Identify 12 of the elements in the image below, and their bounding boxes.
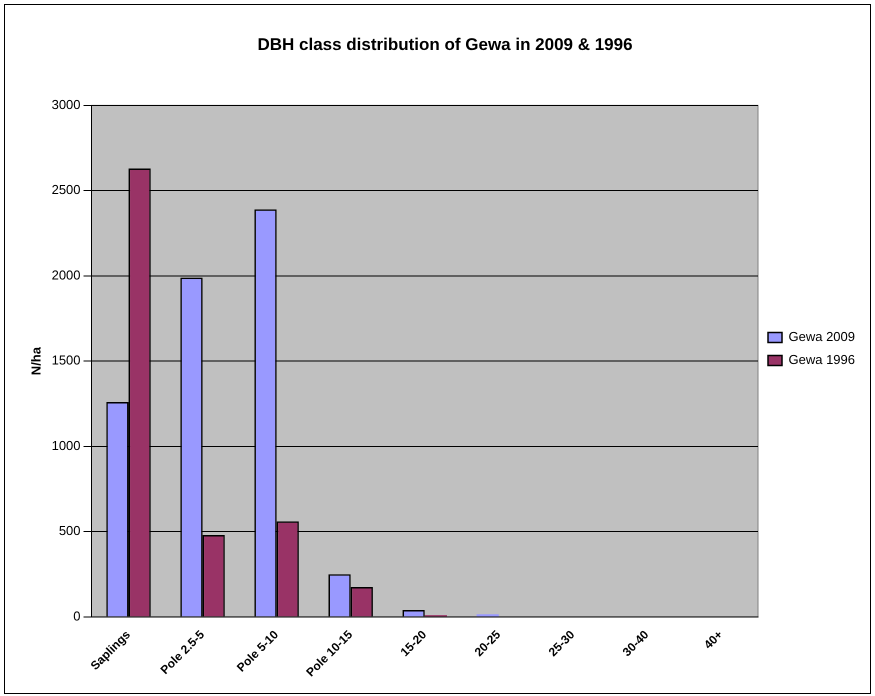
- chart-title: DBH class distribution of Gewa in 2009 & 1996: [257, 34, 633, 54]
- y-tick-label: 3000: [52, 96, 81, 112]
- y-tick-label: 1500: [52, 352, 81, 368]
- y-tick-label: 2500: [52, 182, 81, 198]
- y-tick-label: 500: [58, 523, 81, 538]
- y-axis-title: N/ha: [28, 346, 44, 376]
- legend-label: Gewa 1996: [788, 352, 856, 368]
- legend-label: Gewa 2009: [788, 329, 856, 344]
- y-tick-label: 2000: [52, 267, 81, 282]
- y-tick-label: 0: [73, 608, 81, 624]
- y-tick-label: 1000: [52, 438, 81, 453]
- x-tick-label: 40+: [701, 627, 726, 652]
